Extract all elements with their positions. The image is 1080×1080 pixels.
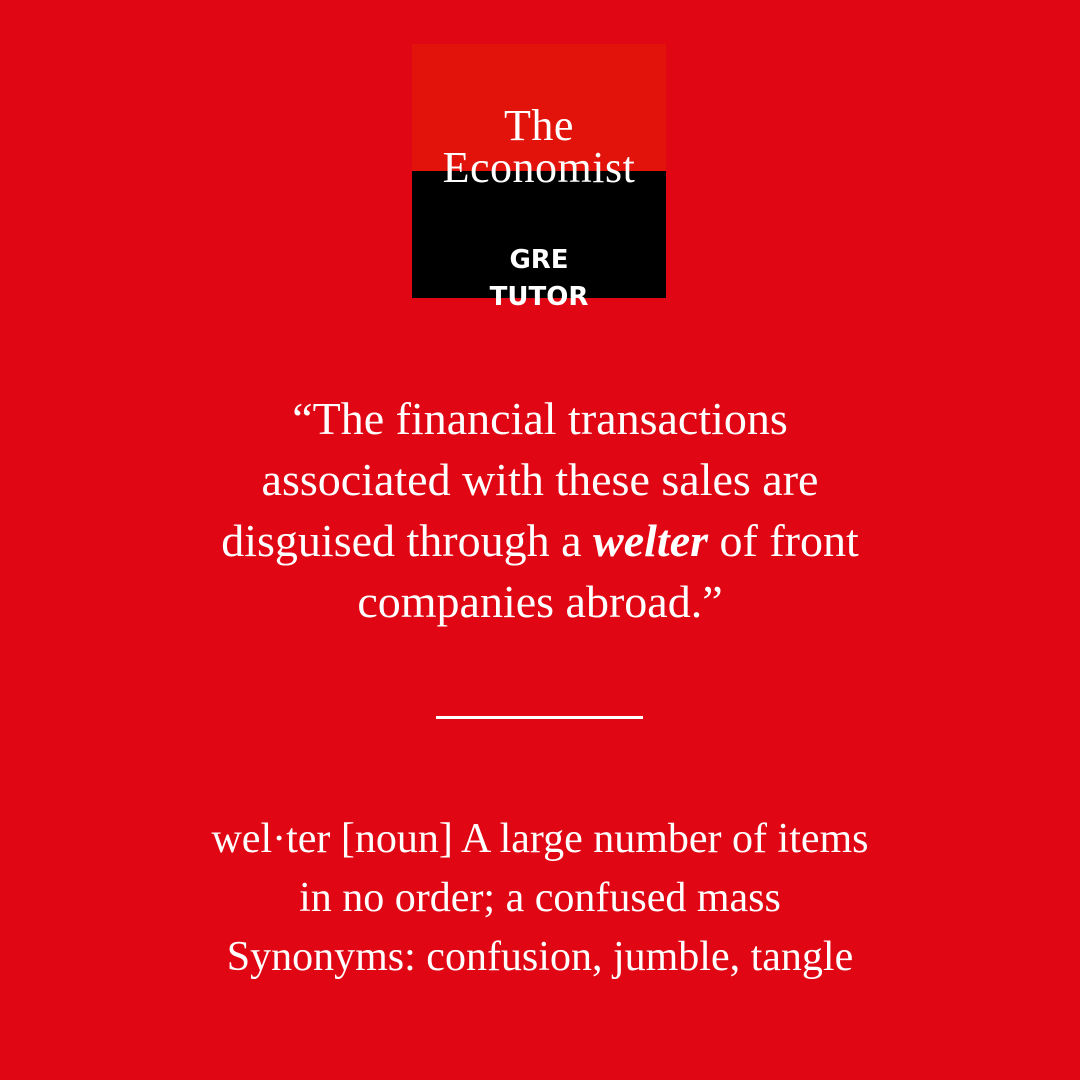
synonyms-line: Synonyms: confusion, jumble, tangle bbox=[226, 934, 854, 980]
definition-line-2: in no order; a confused mass bbox=[299, 875, 781, 921]
logo-tutor-text: TUTOR bbox=[489, 282, 589, 312]
economist-gre-tutor-logo: The Economist GRE TUTOR bbox=[412, 44, 666, 310]
logo-economist-text: Economist bbox=[442, 143, 636, 192]
logo-top-panel bbox=[412, 44, 666, 171]
divider-line bbox=[436, 716, 643, 719]
logo-gre-text: GRE bbox=[509, 245, 569, 275]
word-definition: wel·ter [noun] A large number of items i… bbox=[90, 810, 990, 987]
quote-line-3-after: of front bbox=[708, 515, 859, 566]
quote-line-4: companies abroad.” bbox=[357, 576, 723, 627]
quote-line-3-before: disguised through a bbox=[221, 515, 594, 566]
quote-keyword: welter bbox=[593, 515, 709, 566]
quote-line-3: disguised through a welter of front bbox=[90, 510, 990, 571]
quote-line-2: associated with these sales are bbox=[261, 454, 819, 505]
logo-the-text: The bbox=[504, 101, 574, 150]
logo-bottom-panel bbox=[412, 171, 666, 298]
quote-line-1: “The financial transactions bbox=[292, 393, 788, 444]
definition-line-1: wel·ter [noun] A large number of items bbox=[211, 816, 869, 862]
example-quote: “The financial transactions associated w… bbox=[90, 388, 990, 632]
